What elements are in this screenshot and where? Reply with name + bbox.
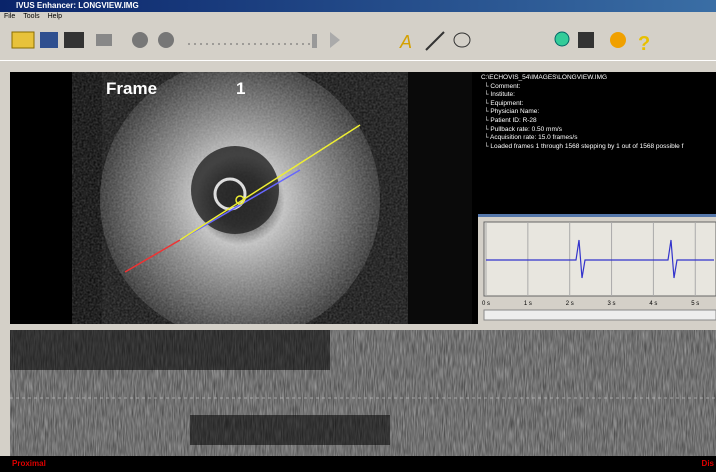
ecg-time-label: 5 s (691, 301, 699, 307)
zoom-button[interactable] (554, 31, 570, 47)
info-line: └ Loaded frames 1 through 1568 stepping … (484, 142, 684, 150)
open-button[interactable] (11, 31, 35, 49)
info-line: └ Acquisition rate: 15.0 frames/s (484, 134, 578, 142)
proximal-label: Proximal (12, 459, 46, 468)
longitudinal-view (10, 330, 716, 456)
back-button[interactable] (158, 32, 174, 48)
frame-number: 1 (236, 79, 245, 98)
cut-line-red[interactable] (124, 239, 181, 273)
info-line: └ Comment: (484, 82, 521, 90)
info-line: └ Institute: (484, 91, 515, 99)
slider-thumb[interactable] (312, 34, 317, 48)
window-title: IVUS Enhancer: LONGVIEW.IMG (16, 1, 139, 10)
print-button[interactable] (96, 34, 112, 46)
info-panel: C:\ECHOVIS_54\IMAGES\LONGVIEW.IMG └ Comme… (478, 72, 716, 214)
ecg-trace (486, 239, 714, 279)
menu-item[interactable]: Help (47, 13, 63, 20)
title-bar: IVUS Enhancer: LONGVIEW.IMG (0, 0, 716, 12)
info-line: └ Physician Name: (484, 108, 540, 116)
adjust-button[interactable] (578, 32, 594, 48)
cut-line-blue[interactable] (179, 169, 301, 241)
settings-button[interactable] (610, 32, 626, 48)
file-path: C:\ECHOVIS_54\IMAGES\LONGVIEW.IMG (481, 74, 608, 81)
ecg-plot (483, 221, 716, 297)
info-line: └ Pullback rate: 0.50 mm/s (484, 125, 562, 133)
footer: Proximal Dis (0, 456, 716, 472)
ecg-scrollbar[interactable] (483, 309, 716, 321)
distal-label: Dis (701, 459, 714, 468)
ecg-header (478, 214, 716, 217)
play-button[interactable] (330, 32, 340, 48)
catheter (213, 177, 247, 211)
frame-label: Frame (106, 79, 157, 98)
ecg-time-label: 0 s (482, 301, 490, 307)
status-strip (0, 60, 716, 73)
cut-center[interactable] (235, 195, 245, 205)
help-button[interactable]: ? (638, 33, 650, 55)
cut-line-yellow[interactable] (179, 124, 361, 241)
info-line: └ Equipment: (484, 99, 524, 107)
toolbar: A ? (11, 31, 650, 55)
prev-button[interactable] (132, 32, 148, 48)
line-tool[interactable] (425, 31, 445, 51)
longview-dark-bottom (190, 415, 390, 445)
longview-dark-top (10, 330, 330, 370)
lumen (191, 146, 279, 234)
ecg-panel: 0 s 1 s 2 s 3 s 4 s 5 s (478, 214, 716, 324)
film-button[interactable] (64, 32, 84, 48)
info-lines: └ Comment: └ Institute: └ Equipment: └ Phys… (484, 83, 716, 152)
ecg-time-label: 4 s (649, 301, 657, 307)
annotate-button[interactable]: A (399, 32, 412, 52)
ecg-time-label: 1 s (524, 301, 532, 307)
menu-item[interactable]: File (4, 13, 16, 20)
save-button[interactable] (40, 32, 58, 48)
trace-tool[interactable] (453, 32, 471, 48)
ecg-time-label: 2 s (566, 301, 574, 307)
ecg-time-label: 3 s (608, 301, 616, 307)
menu-bar: File Tools Help (0, 12, 716, 22)
info-line: └ Patient ID: R-28 (484, 116, 537, 124)
menu-item[interactable]: Tools (23, 13, 40, 20)
